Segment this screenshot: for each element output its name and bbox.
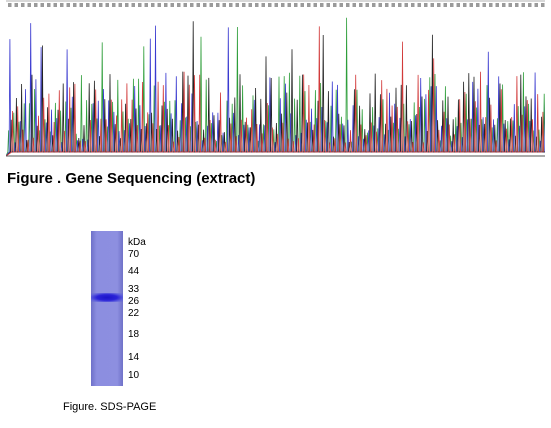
marker-18: 18 — [128, 329, 140, 340]
trace-lines — [6, 17, 545, 157]
sds-page-gel-lane — [91, 231, 123, 386]
marker-22: 22 — [128, 308, 140, 319]
sequencing-figure-caption: Figure . Gene Sequencing (extract) — [7, 170, 256, 187]
marker-10: 10 — [128, 370, 140, 381]
gel-figure-caption: Figure. SDS-PAGE — [63, 401, 157, 413]
trace-t — [6, 26, 545, 157]
marker-33: 33 — [128, 284, 140, 295]
marker-26: 26 — [128, 296, 140, 307]
base-call-letters — [6, 0, 545, 7]
kda-unit-label: kDa — [128, 237, 146, 248]
marker-14: 14 — [128, 352, 140, 363]
sequencing-chromatogram — [6, 0, 545, 157]
marker-44: 44 — [128, 266, 140, 277]
marker-70: 70 — [128, 249, 140, 260]
protein-band — [91, 293, 123, 302]
